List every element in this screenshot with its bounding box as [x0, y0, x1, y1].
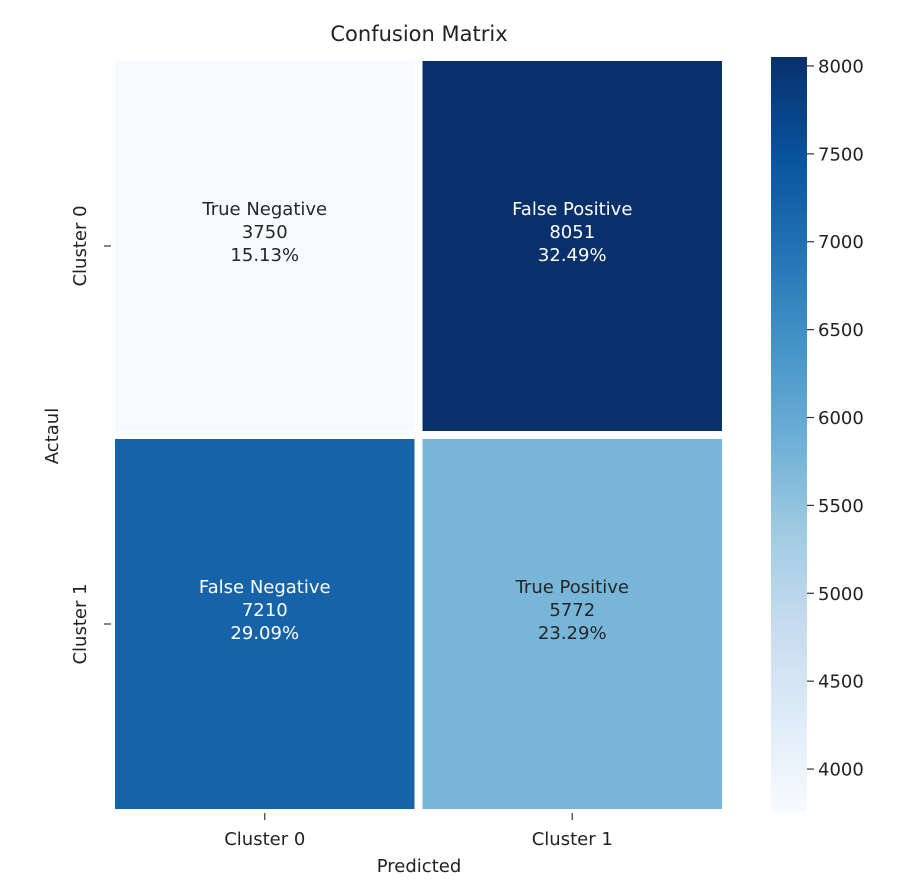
cell-label: True Negative — [201, 199, 327, 220]
colorbar-tick-label: 8000 — [818, 56, 864, 77]
cell-count: 3750 — [242, 222, 288, 243]
x-axis-label: Predicted — [377, 856, 462, 877]
x-tick-label: Cluster 0 — [224, 829, 305, 850]
colorbar-tick-label: 4500 — [818, 672, 864, 693]
colorbar-ticks: 4000 4500 5000 5500 6000 6500 7000 7500 8000 — [807, 56, 864, 781]
colorbar-tick-label: 4000 — [818, 760, 864, 781]
heatmap-cell — [414, 53, 730, 439]
colorbar-tick-label: 5500 — [818, 496, 864, 517]
x-axis-ticks: Cluster 0 Cluster 1 — [224, 813, 613, 850]
heatmap-cells — [107, 53, 730, 817]
cell-label: False Positive — [512, 199, 632, 220]
colorbar-tick-label: 5000 — [818, 584, 864, 605]
x-tick-label: Cluster 1 — [532, 829, 613, 850]
cell-label: True Positive — [515, 577, 629, 598]
heatmap-cell — [107, 53, 423, 439]
y-tick-label: Cluster 1 — [70, 583, 91, 664]
heatmap-cell — [414, 431, 730, 817]
y-axis-ticks: Cluster 0 Cluster 1 — [70, 205, 111, 665]
cell-count: 7210 — [242, 600, 288, 621]
cell-percent: 15.13% — [230, 245, 299, 266]
colorbar — [771, 57, 807, 813]
colorbar-tick-label: 6500 — [818, 320, 864, 341]
cell-percent: 29.09% — [230, 623, 299, 644]
colorbar-tick-label: 6000 — [818, 408, 864, 429]
cell-percent: 32.49% — [538, 245, 607, 266]
cell-count: 8051 — [549, 222, 595, 243]
colorbar-tick-label: 7000 — [818, 232, 864, 253]
cell-count: 5772 — [549, 600, 595, 621]
colorbar-tick-label: 7500 — [818, 144, 864, 165]
chart-title: Confusion Matrix — [330, 22, 507, 46]
y-tick-label: Cluster 0 — [70, 205, 91, 286]
cell-label: False Negative — [199, 577, 331, 598]
y-axis-label: Actaul — [42, 408, 63, 464]
cell-percent: 23.29% — [538, 623, 607, 644]
